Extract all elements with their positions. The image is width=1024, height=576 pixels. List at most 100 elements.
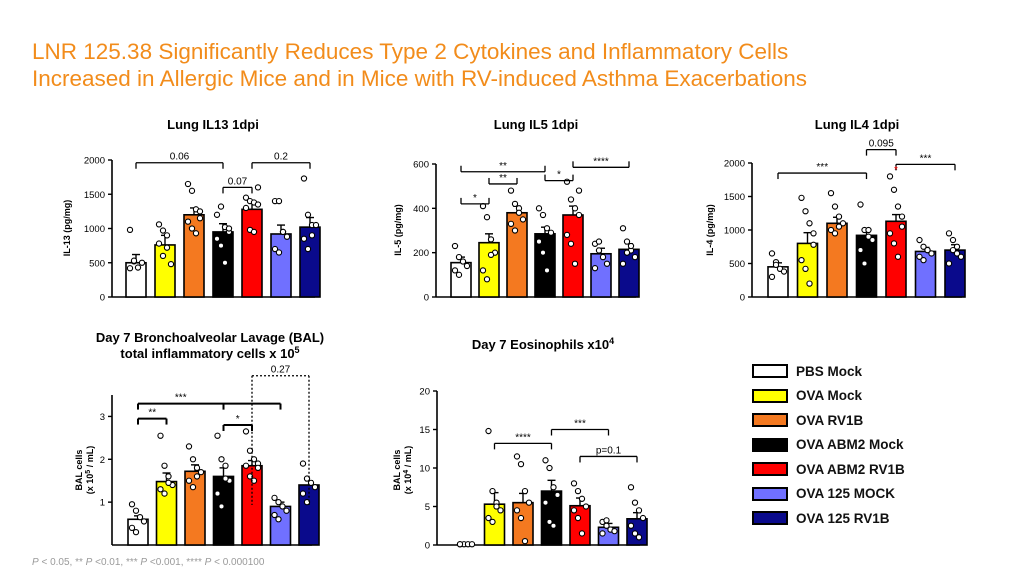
- data-point: [163, 244, 171, 251]
- data-point: [595, 238, 603, 245]
- footnote-p-symbol: P: [85, 557, 93, 568]
- data-point: [865, 226, 872, 234]
- data-point: [188, 187, 196, 194]
- legend-label: OVA ABM2 RV1B: [796, 461, 905, 477]
- data-point: [197, 468, 205, 476]
- data-point: [455, 271, 463, 278]
- significance-label: ***: [175, 393, 187, 404]
- data-point: [806, 220, 813, 227]
- y-tick-label: 3: [100, 412, 105, 423]
- y-axis-units-text: (x 10: [85, 474, 95, 495]
- y-axis-label: BAL cells: [74, 450, 84, 491]
- bar: [212, 475, 235, 546]
- y-tick-label: 500: [729, 259, 745, 270]
- chart-title-text: Day 7 Eosinophils x10: [472, 337, 609, 352]
- slide-title-line-1: LNR 125.38 Significantly Reduces Type 2 …: [32, 39, 789, 64]
- footnote-p-symbol: P: [204, 557, 212, 568]
- y-axis-label-units: (x 104 / mL): [403, 446, 413, 494]
- data-point: [222, 462, 229, 469]
- data-point: [798, 256, 805, 264]
- data-point: [857, 246, 864, 254]
- y-tick-label: 600: [413, 160, 429, 171]
- data-point: [631, 253, 639, 261]
- data-point: [193, 464, 201, 472]
- data-point: [185, 477, 193, 484]
- y-tick-label: 15: [419, 425, 430, 436]
- legend-item: OVA 125 RV1B: [752, 509, 890, 527]
- data-point: [155, 240, 163, 247]
- data-point: [582, 503, 590, 510]
- significance-label: 0.07: [228, 176, 248, 187]
- data-point: [627, 522, 635, 529]
- data-point: [839, 220, 847, 227]
- data-point: [242, 204, 250, 212]
- data-point: [463, 262, 471, 270]
- significance-label: ***: [816, 162, 828, 173]
- y-tick-label: 1000: [84, 224, 105, 235]
- data-point: [303, 498, 311, 506]
- data-point: [132, 507, 140, 514]
- data-point: [835, 213, 843, 220]
- data-point: [128, 501, 136, 508]
- data-point: [159, 252, 167, 260]
- data-point: [275, 249, 283, 256]
- data-point: [810, 230, 817, 237]
- data-point: [567, 240, 575, 247]
- significance-label: p=0.1: [596, 445, 622, 456]
- data-point: [489, 487, 496, 495]
- data-point: [898, 223, 906, 230]
- data-point: [132, 528, 140, 536]
- data-point: [886, 230, 894, 237]
- data-point: [953, 250, 961, 257]
- data-point: [511, 227, 519, 234]
- data-point: [627, 242, 635, 250]
- legend-label: PBS Mock: [796, 363, 863, 379]
- data-point: [547, 229, 555, 236]
- chart-title-text: Lung IL4 1dpi: [815, 117, 900, 132]
- y-axis-units-end: / mL): [85, 446, 95, 470]
- data-point: [189, 456, 197, 463]
- y-axis-units-text: (x 10: [403, 474, 413, 495]
- data-point: [869, 236, 876, 244]
- data-point: [275, 516, 282, 523]
- data-point: [535, 238, 543, 245]
- y-axis-units-end: / mL): [403, 446, 413, 470]
- data-point: [894, 253, 902, 260]
- footnote-text: <0.001, ****: [147, 557, 205, 568]
- chart-title: Day 7 Bronchoalveolar Lavage (BAL): [96, 330, 324, 345]
- data-point: [507, 220, 515, 227]
- data-point: [140, 518, 148, 525]
- data-point: [271, 494, 278, 502]
- data-point: [222, 475, 229, 482]
- data-point: [768, 273, 776, 281]
- significance-label: 0.27: [271, 365, 291, 376]
- data-point: [214, 490, 221, 497]
- data-point: [165, 479, 172, 487]
- data-point: [128, 524, 136, 532]
- data-point: [945, 260, 953, 267]
- chart-title-text: Lung IL13 1dpi: [167, 117, 259, 132]
- data-point: [279, 228, 287, 236]
- data-point: [155, 221, 163, 228]
- data-point: [250, 228, 258, 236]
- significance-label: ***: [574, 419, 586, 430]
- significance-label: *: [236, 414, 240, 425]
- data-point: [196, 215, 204, 222]
- footnote-p-symbol: P: [32, 557, 39, 568]
- data-point: [513, 507, 521, 514]
- legend-swatch: [752, 462, 788, 476]
- y-tick-label: 400: [413, 204, 429, 215]
- legend-swatch: [752, 486, 788, 501]
- data-point: [595, 247, 603, 254]
- legend-swatch: [752, 364, 788, 378]
- data-point: [542, 457, 549, 464]
- data-point: [886, 173, 894, 180]
- data-point: [780, 268, 788, 275]
- significance-label: ****: [593, 156, 609, 167]
- y-axis-label: IL-13 (pg/mg): [62, 200, 72, 257]
- data-point: [136, 513, 144, 521]
- data-point: [493, 503, 500, 510]
- significance-label: *: [557, 170, 561, 181]
- data-point: [945, 230, 953, 237]
